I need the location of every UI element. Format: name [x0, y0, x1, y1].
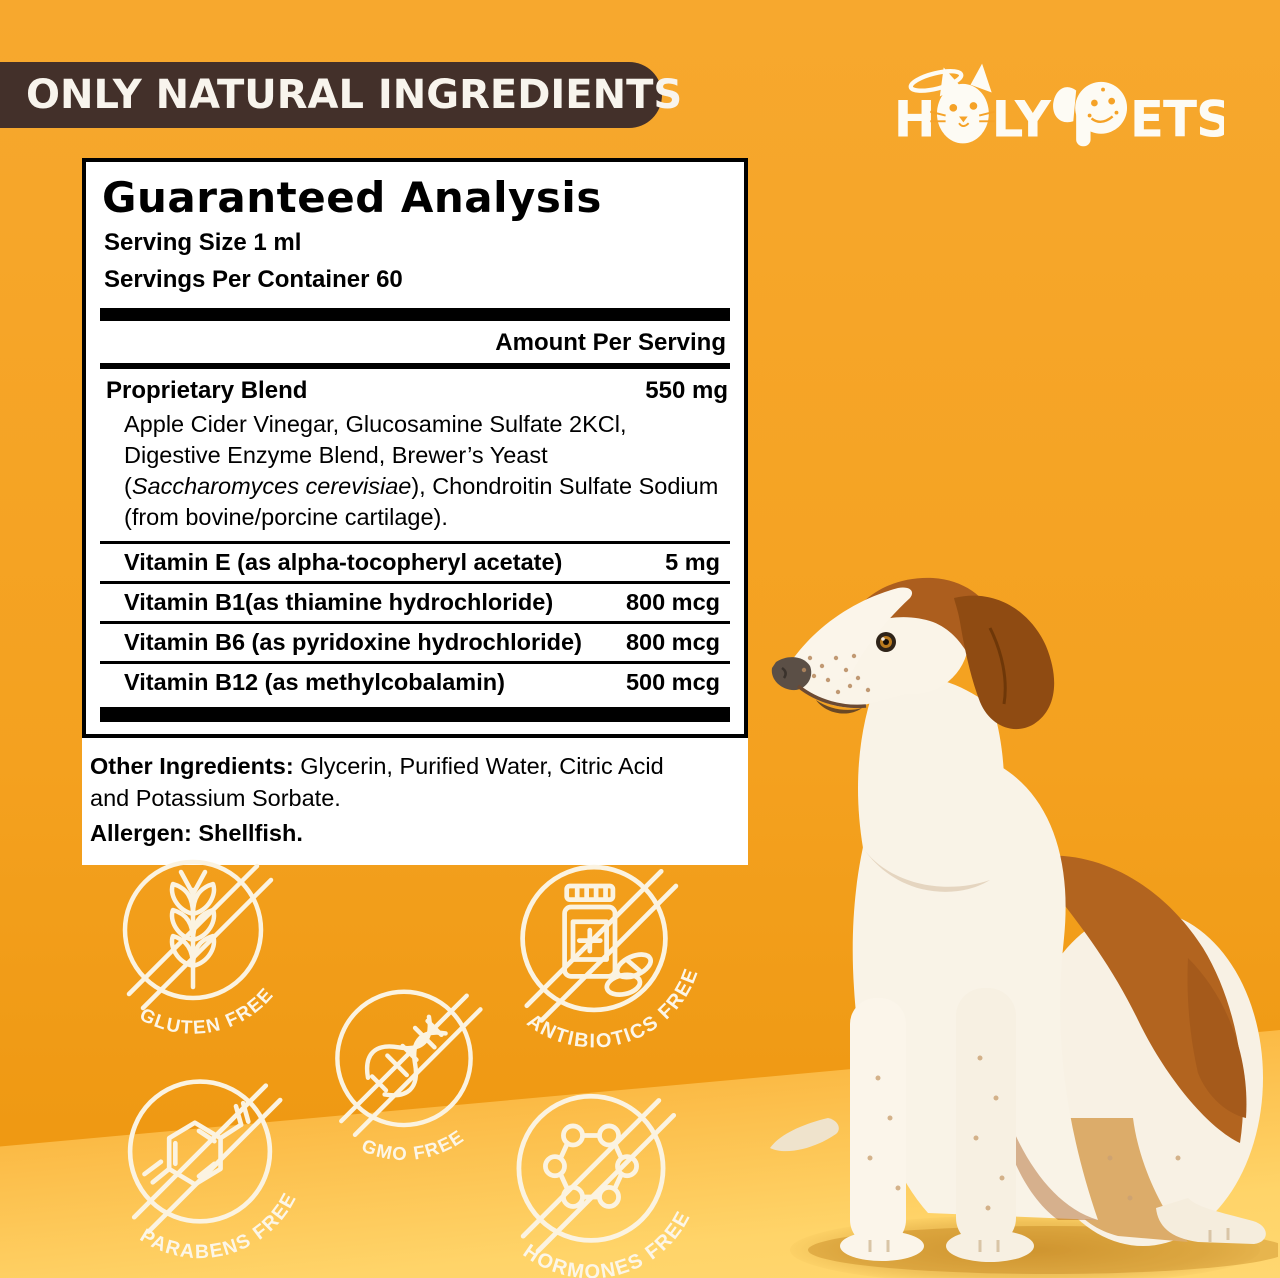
dog-front-leg-near — [850, 998, 906, 1246]
blend-name: Proprietary Blend — [106, 376, 308, 404]
dog-toe-lines — [868, 1228, 1230, 1252]
other-ingredients-text: Glycerin, Purified Water, Citric Acid an… — [90, 752, 664, 812]
guaranteed-analysis-panel: Guaranteed Analysis Serving Size 1 ml Se… — [82, 158, 748, 866]
row-amount: 5 mg — [665, 548, 720, 575]
strike-lines — [131, 1083, 283, 1234]
dog-tail — [770, 1118, 839, 1152]
dog-eye-highlight — [881, 637, 885, 641]
divider-bar-top — [100, 307, 730, 321]
logo-text-ly: LY — [992, 91, 1052, 149]
strike-lines — [126, 863, 274, 1011]
badge-label: GMO FREE — [357, 1124, 470, 1169]
dog-mouth-open — [816, 700, 862, 714]
other-ingredients: Other Ingredients: Glycerin, Purified Wa… — [90, 750, 690, 815]
dog-rump-patch — [1187, 958, 1247, 1118]
badge-parabens-free: PARABENS FREE — [127, 1079, 303, 1278]
strike-lines — [520, 1098, 677, 1254]
row-label: Vitamin B6 (as pyridoxine hydrochloride) — [124, 628, 582, 655]
row-label: Vitamin B12 (as methylcobalamin) — [124, 668, 505, 695]
halo-icon — [908, 69, 964, 93]
table-row: Vitamin B12 (as methylcobalamin) 500 mcg — [100, 660, 730, 701]
row-amount: 500 mcg — [625, 668, 720, 695]
divider-bar-bottom — [100, 706, 730, 722]
allergen-note: Allergen: Shellfish. — [90, 819, 303, 846]
amount-per-serving-header: Amount Per Serving — [100, 321, 730, 369]
cat-face-icon — [930, 63, 995, 144]
banner-label: ONLY NATURAL INGREDIENTS — [26, 72, 683, 118]
blend-desc-tail: ), Chondroitin Sulfate Sodium (from bovi… — [124, 472, 719, 530]
dog-ear — [954, 595, 1055, 730]
dog-blaze — [788, 587, 913, 681]
logo-text-h: H — [894, 91, 935, 149]
other-ingredients-section: Other Ingredients: Glycerin, Purified Wa… — [82, 737, 748, 866]
molecule-icon — [543, 1123, 639, 1209]
dog-hind-paw — [1156, 1198, 1266, 1244]
pill-bottle-icon — [562, 883, 654, 997]
dog-pupil — [883, 639, 889, 645]
benzene-icon — [142, 1100, 251, 1187]
dog-nostril — [781, 666, 787, 679]
brand-logo: H LY ETS — [894, 63, 1224, 149]
badge-label: PARABENS FREE — [132, 1184, 303, 1278]
row-label: Vitamin E (as alpha-tocopheryl acetate) — [124, 548, 563, 575]
row-label: Vitamin B1(as thiamine hydrochloride) — [124, 588, 554, 615]
badge-hormones-free: HORMONES FREE — [516, 1093, 697, 1278]
badge-gluten-free: GLUTEN FREE — [122, 859, 283, 1050]
svg-text:GLUTEN FREE: GLUTEN FREE — [133, 981, 283, 1049]
row-amount: 800 mcg — [625, 588, 720, 615]
svg-text:GMO FREE: GMO FREE — [357, 1124, 470, 1169]
row-amount: 800 mcg — [625, 628, 720, 655]
dog-front-leg-far — [956, 988, 1016, 1246]
table-row: Vitamin B6 (as pyridoxine hydrochloride)… — [100, 620, 730, 661]
blend-description: Apple Cider Vinegar, Glucosamine Sulfate… — [124, 409, 726, 533]
dog-leg-ticking — [867, 1055, 1181, 1211]
dog-face-icon — [1053, 81, 1128, 147]
dog-muzzle-speckles — [801, 653, 871, 695]
dog-ear-fold — [988, 627, 1007, 705]
strike-lines — [339, 993, 483, 1138]
blend-desc-italic: Saccharomyces cerevisiae — [131, 472, 412, 499]
dog-front-paw-far — [946, 1230, 1034, 1262]
dog-neck — [858, 674, 1005, 888]
serving-size: Serving Size 1 ml — [104, 229, 302, 257]
panel-title: Guaranteed Analysis — [102, 173, 602, 222]
blend-desc-text: Apple Cider Vinegar, Glucosamine Sulfate… — [124, 410, 627, 499]
proprietary-blend-row: Proprietary Blend 550 mg — [98, 369, 732, 407]
blend-amount: 550 mg — [645, 376, 728, 404]
dog-nose — [771, 657, 812, 691]
table-row: Vitamin E (as alpha-tocopheryl acetate) … — [100, 540, 730, 581]
dog-front-paw-near — [840, 1231, 924, 1261]
logo-text-ets: ETS — [1130, 91, 1224, 149]
analysis-table: Guaranteed Analysis Serving Size 1 ml Se… — [82, 158, 748, 738]
strike-lines — [524, 868, 679, 1023]
badge-gmo-free: GMO FREE — [335, 989, 483, 1169]
dog-saddle-patch — [1026, 855, 1244, 1143]
svg-text:PARABENS FREE: PARABENS FREE — [132, 1184, 303, 1278]
table-row: Vitamin B1(as thiamine hydrochloride) 80… — [100, 580, 730, 621]
dog-photo — [770, 577, 1278, 1274]
badge-label: GLUTEN FREE — [133, 981, 283, 1049]
other-ingredients-label: Other Ingredients: — [90, 752, 294, 779]
dog-mouth — [796, 684, 867, 709]
servings-per-container: Servings Per Container 60 — [104, 265, 403, 293]
badge-antibiotics-free: ANTIBIOTICS FREE — [519, 864, 699, 1072]
banner: ONLY NATURAL INGREDIENTS — [0, 62, 682, 128]
